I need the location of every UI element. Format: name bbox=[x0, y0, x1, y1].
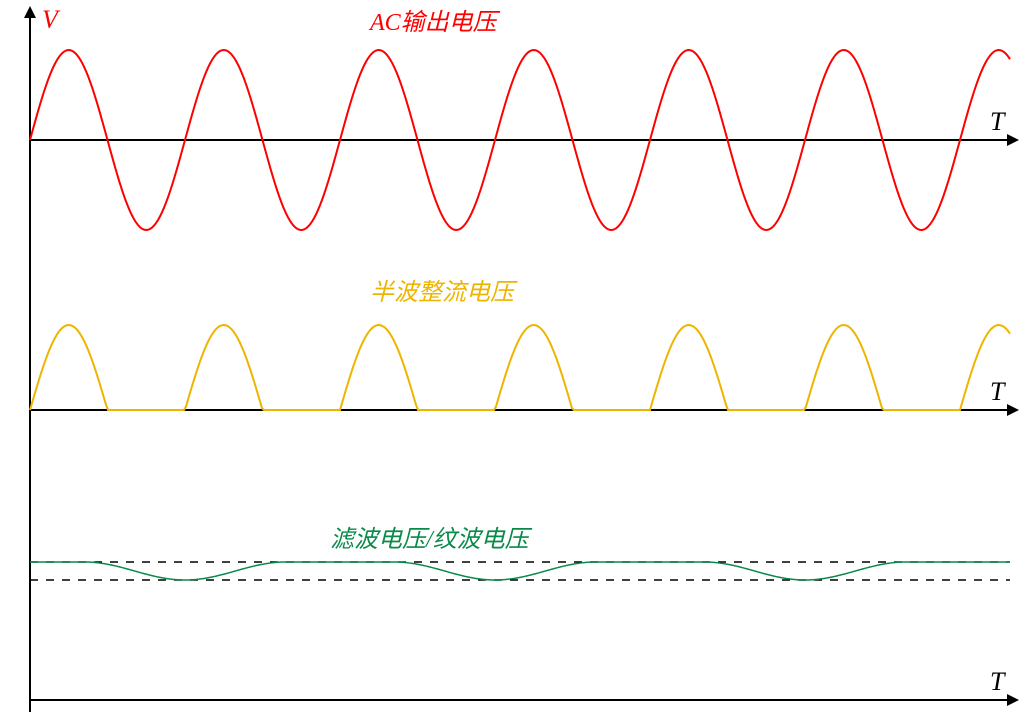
ripple-curve bbox=[30, 562, 1010, 580]
halfwave-curve bbox=[30, 325, 1010, 410]
filtered-title: 滤波电压/纹波电压 bbox=[330, 526, 533, 553]
waveform-diagram: V T AC输出电压 T 半波整流电压 T 滤波电压/纹波电压 bbox=[0, 0, 1029, 716]
x-axis-label: T bbox=[990, 107, 1006, 136]
y-axis-label: V bbox=[42, 5, 61, 34]
ac-title: AC输出电压 bbox=[368, 9, 501, 36]
x-axis-label: T bbox=[990, 667, 1006, 696]
halfwave-title: 半波整流电压 bbox=[370, 279, 518, 306]
x-axis-label: T bbox=[990, 377, 1006, 406]
